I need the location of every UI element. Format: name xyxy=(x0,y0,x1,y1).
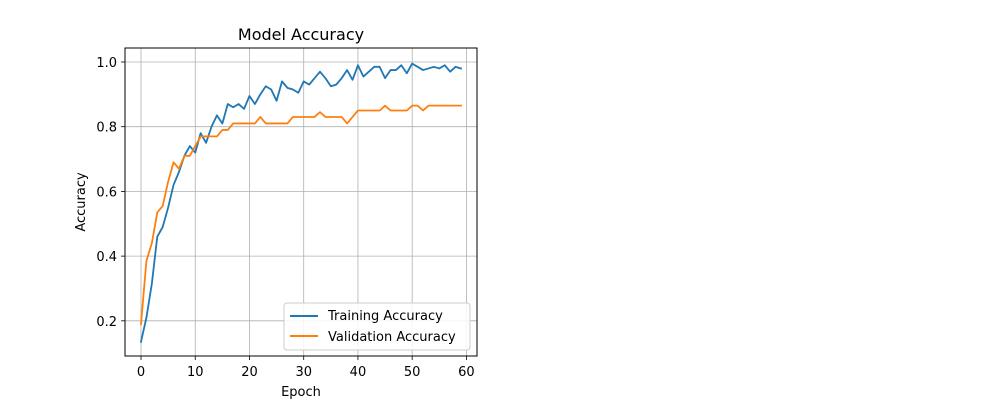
grid-lines xyxy=(125,48,477,356)
legend-label-training: Training Accuracy xyxy=(327,309,443,324)
plot-frame xyxy=(124,47,478,357)
x-tick-label: 20 xyxy=(241,365,258,380)
y-tick-label: 1.0 xyxy=(96,56,117,71)
y-tick-label: 0.8 xyxy=(96,121,117,136)
training-accuracy-line xyxy=(139,62,463,343)
y-tick-label: 0.4 xyxy=(96,250,117,265)
y-axis-label: Accuracy xyxy=(74,172,89,232)
chart-title: Model Accuracy xyxy=(238,25,364,44)
y-tick-label: 0.2 xyxy=(96,315,117,330)
x-tick-label: 40 xyxy=(350,365,367,380)
legend-label-validation: Validation Accuracy xyxy=(328,330,456,345)
validation-accuracy-line xyxy=(140,104,462,326)
y-tick-label: 0.6 xyxy=(96,185,117,200)
x-tick-label: 10 xyxy=(187,365,204,380)
x-axis-label: Epoch xyxy=(281,385,321,400)
legend-box xyxy=(283,302,471,351)
plot-series xyxy=(139,62,463,343)
x-tick-label: 30 xyxy=(295,365,312,380)
x-tick-label: 0 xyxy=(137,365,145,380)
axis-ticks: 0 10 20 30 40 50 60 0.2 0.4 0.6 0.8 1.0 xyxy=(96,56,474,380)
x-tick-label: 50 xyxy=(404,365,421,380)
legend: Training Accuracy Validation Accuracy xyxy=(283,302,471,351)
x-tick-label: 60 xyxy=(458,365,475,380)
